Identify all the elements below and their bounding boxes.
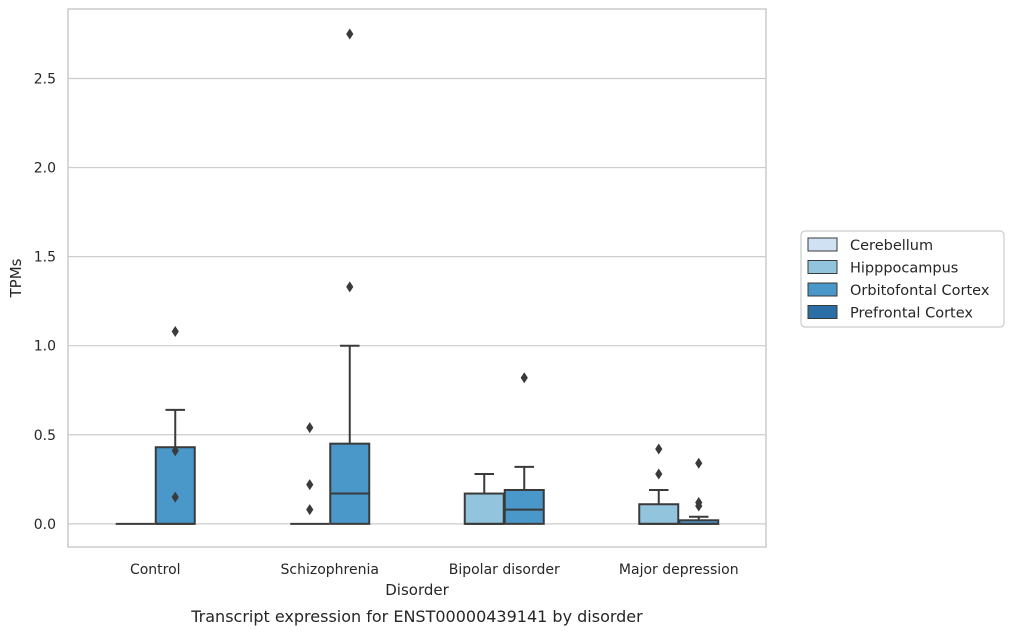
outlier-point [306, 479, 314, 491]
box-orbitofontal-cortex [503, 372, 545, 525]
outlier-point [171, 491, 179, 503]
chart-caption: Transcript expression for ENST0000043914… [190, 607, 643, 626]
outlier-point [655, 468, 663, 480]
legend: Cerebellum Hipppocampus Orbitofontal Corte… [800, 230, 1005, 328]
x-tick-label: Schizophrenia [281, 562, 379, 578]
box-iqr [638, 503, 680, 525]
box-hipppocampus [290, 422, 330, 525]
x-tick-label: Major depression [619, 562, 739, 578]
plot-frame [67, 8, 767, 548]
box-iqr [329, 442, 371, 525]
boxes [115, 28, 720, 525]
legend-label: Orbitofontal Cortex [850, 283, 990, 299]
x-axis-title: Disorder [385, 581, 449, 599]
y-tick-label: 0.5 [34, 428, 56, 444]
legend-label: Prefrontal Cortex [850, 306, 973, 322]
x-tick-label: Bipolar disorder [449, 562, 560, 578]
outlier-point [306, 422, 314, 434]
legend-swatch [807, 260, 838, 274]
y-tick-label: 2.5 [34, 71, 56, 87]
y-tick-label: 1.5 [34, 250, 56, 266]
outlier-point [171, 445, 179, 457]
outlier-point [171, 325, 179, 337]
outlier-point [346, 281, 354, 293]
box-orbitofontal-cortex [678, 457, 720, 525]
y-tick-label: 1.0 [34, 339, 56, 355]
outlier-point [655, 443, 663, 455]
box-iqr [463, 492, 505, 525]
box-iqr [154, 446, 196, 525]
x-tick-label: Control [130, 562, 181, 578]
y-tick-label: 2.0 [34, 161, 56, 177]
outlier-point [306, 504, 314, 516]
box-orbitofontal-cortex [154, 325, 196, 525]
legend-label: Hipppocampus [850, 261, 958, 277]
outlier-point [695, 500, 703, 512]
legend-label: Cerebellum [850, 238, 933, 254]
y-axis-title: TPMs [7, 258, 25, 298]
box-iqr [503, 488, 545, 525]
box-hipppocampus [638, 443, 680, 525]
outlier-point [695, 457, 703, 469]
outlier-point [520, 372, 528, 384]
outlier-point [346, 28, 354, 40]
y-tick-label: 0.0 [34, 517, 56, 533]
legend-swatch [807, 237, 838, 252]
legend-frame [800, 230, 1005, 328]
legend-swatch [807, 282, 838, 297]
x-tick-labels: Control Schizophrenia Bipolar disorder Majo… [130, 562, 739, 578]
legend-swatch [807, 305, 838, 319]
y-tick-labels: 0.0 0.5 1.0 1.5 2.0 2.5 [34, 71, 56, 532]
box-hipppocampus [463, 472, 505, 525]
box-orbitofontal-cortex [329, 28, 371, 525]
